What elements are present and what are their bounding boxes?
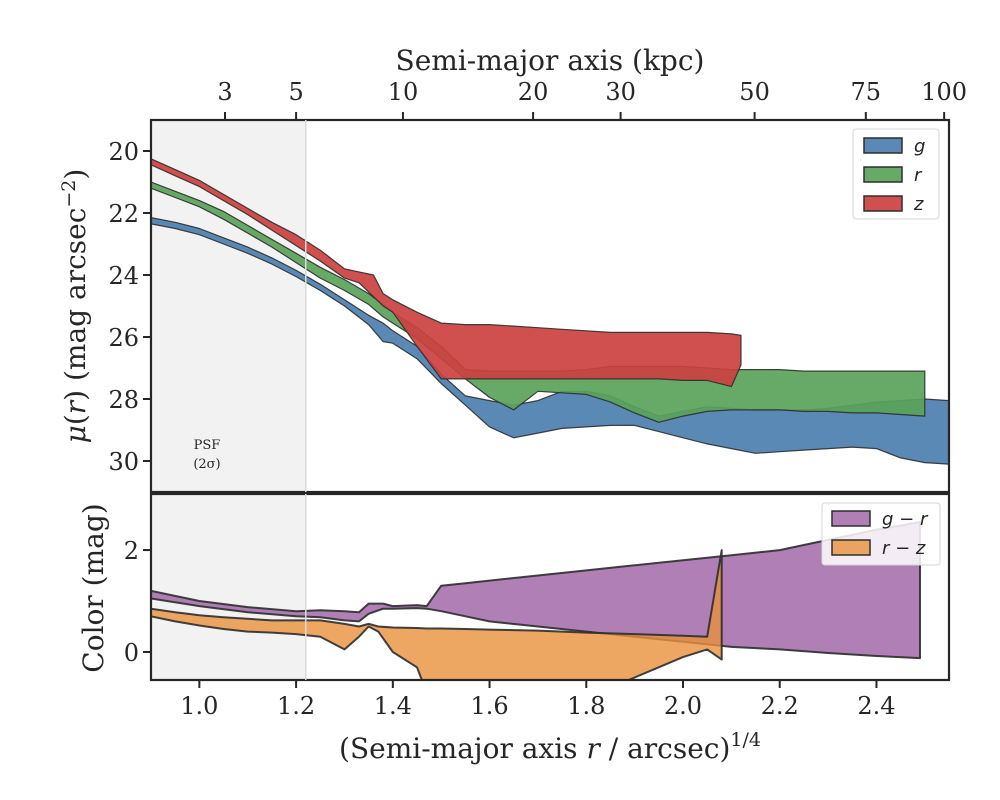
legend-label: r [914, 165, 923, 186]
bottom-x-tick-label: 1.2 [277, 692, 315, 720]
top-x-axis-label: Semi-major axis (kpc) [396, 44, 705, 77]
top-panel-series [151, 158, 949, 465]
top-y-axis-label: μ(r) (mag arcsec−2) [58, 169, 92, 444]
band-z [151, 158, 742, 388]
bottom-x-tick-label: 1.6 [470, 692, 508, 720]
bottom-panel-frame [149, 492, 951, 682]
bottom-y-tick-label: 2 [124, 537, 139, 565]
legend-swatch [831, 539, 871, 556]
legend-label: g − r [882, 509, 929, 530]
top-x2-tick-label: 100 [921, 78, 967, 106]
top-panel-frame [149, 118, 951, 494]
bottom-x-tick-label: 1.0 [180, 692, 218, 720]
top-y-tick-label: 22 [108, 200, 139, 228]
top-y-tick-label: 28 [108, 386, 139, 414]
bottom-x-tick-label: 1.4 [374, 692, 412, 720]
legend-label: g [914, 136, 925, 157]
top-x2-tick-label: 5 [288, 78, 303, 106]
bottom-panel-series [151, 521, 921, 680]
bottom-y-tick-label: 0 [124, 639, 139, 667]
top-y-tick-label: 30 [108, 448, 139, 476]
band-g [151, 217, 949, 465]
bottom-legend: g − r r − z [821, 502, 941, 566]
top-y-tick-label: 24 [108, 262, 139, 290]
band-rz [151, 549, 723, 680]
top-x2-tick-label: 50 [739, 78, 770, 106]
psf-region-top [151, 120, 306, 492]
top-x2-tick-label: 3 [217, 78, 232, 106]
legend-swatch [831, 510, 871, 527]
band-gr [151, 521, 921, 660]
legend-swatch [863, 137, 903, 154]
top-y-tick-label: 20 [108, 138, 139, 166]
bottom-x-axis-label: (Semi-major axis r / arcsec)1/4 [339, 729, 761, 765]
psf-label-line1: PSF [194, 438, 221, 453]
legend-label: r − z [882, 538, 926, 559]
top-x2-tick-label: 20 [518, 78, 549, 106]
psf-region-bottom [151, 494, 306, 680]
top-x2-tick-label: 10 [388, 78, 419, 106]
top-x2-tick-label: 75 [851, 78, 882, 106]
top-x2-tick-label: 30 [605, 78, 636, 106]
legend-label: z [913, 194, 924, 215]
bottom-x-tick-label: 2.4 [857, 692, 895, 720]
bottom-x-tick-label: 1.8 [567, 692, 605, 720]
bottom-y-axis-label: Color (mag) [77, 503, 110, 672]
top-legend: grz [852, 128, 940, 220]
psf-label-line2: (2σ) [193, 457, 220, 472]
legend-swatch [863, 195, 903, 212]
top-y-tick-label: 26 [108, 324, 139, 352]
axis-ticks: 20 22 24 26 28 30 3 5 10 20 30 50 75 100 0 2 1.0 1.2 1.4 1.… [108, 78, 967, 720]
bottom-x-tick-label: 2.0 [664, 692, 702, 720]
bottom-x-tick-label: 2.2 [761, 692, 799, 720]
legend-swatch [863, 166, 903, 183]
